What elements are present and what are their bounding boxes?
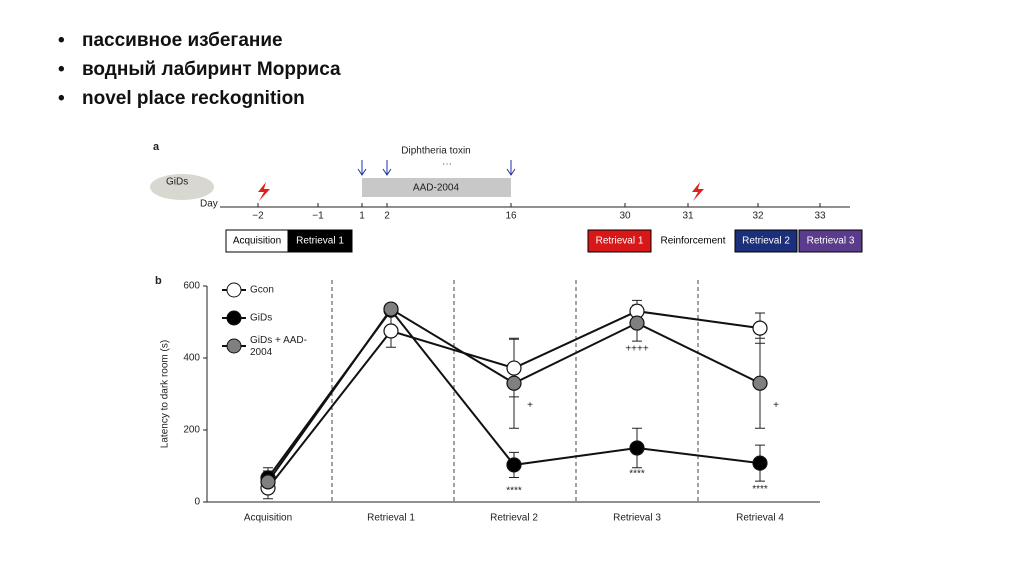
phase-box [587, 229, 652, 253]
legend-label: GiDs + AAD-2004 [250, 335, 307, 358]
marker [752, 320, 768, 336]
legend-marker [226, 338, 242, 354]
shock-icon [692, 182, 704, 201]
marker [506, 375, 522, 391]
legend-marker [226, 310, 242, 326]
x-tick-label: Retrieval 3 [613, 513, 661, 524]
drug-bar [362, 178, 511, 197]
bullet-list: пассивное избегание водный лабиринт Морр… [58, 30, 341, 117]
annotation: **** [506, 486, 522, 497]
day-label: −1 [312, 211, 324, 222]
toxin-label: Diphtheria toxin [401, 146, 470, 157]
y-tick-label: 0 [194, 497, 200, 508]
x-tick-label: Retrieval 1 [367, 513, 415, 524]
day-label: 1 [359, 211, 365, 222]
phase-label: Retrieval 3 [807, 236, 855, 247]
x-tick-label: Acquisition [244, 513, 292, 524]
annotation: ++++ [625, 344, 649, 355]
marker [383, 323, 399, 339]
marker [752, 375, 768, 391]
dots: ··· [442, 159, 452, 170]
phase-box [734, 229, 798, 253]
arrows [357, 160, 516, 176]
marker [260, 474, 276, 490]
phase-label: Reinforcement [660, 236, 725, 247]
day-label: 16 [505, 211, 517, 222]
phase-label: Retrieval 1 [596, 236, 644, 247]
mouse-icon [150, 174, 214, 200]
phase-box [798, 229, 863, 253]
bullet: novel place reckognition [58, 88, 341, 117]
panel-label: b [155, 275, 162, 287]
day-label: 33 [814, 211, 826, 222]
phase-label: Retrieval 1 [296, 236, 344, 247]
day-label: 32 [752, 211, 764, 222]
marker [506, 360, 522, 376]
phase-label: Retrieval 2 [742, 236, 790, 247]
annotation: **** [752, 484, 768, 495]
shock-icon [258, 182, 270, 201]
marker [506, 457, 522, 473]
bullet: пассивное избегание [58, 30, 341, 59]
annotation: + [773, 400, 779, 411]
day-label: 2 [384, 211, 390, 222]
day-label: 30 [619, 211, 631, 222]
legend-marker [226, 282, 242, 298]
y-tick-label: 200 [183, 425, 200, 436]
marker [629, 440, 645, 456]
day-label: −2 [252, 211, 264, 222]
annotation: **** [629, 469, 645, 480]
day-label: Day [200, 199, 218, 210]
marker [629, 315, 645, 331]
marker [752, 455, 768, 471]
y-axis-label: Latency to dark room (s) [160, 340, 171, 448]
phase-label: Acquisition [233, 236, 281, 247]
bullet: водный лабиринт Морриса [58, 59, 341, 88]
legend-label: Gcon [250, 285, 274, 296]
panel-label: a [153, 141, 160, 153]
y-tick-label: 600 [183, 281, 200, 292]
day-label: 31 [682, 211, 694, 222]
x-tick-label: Retrieval 4 [736, 513, 784, 524]
drug-label: AAD-2004 [413, 183, 460, 194]
phase-box [287, 229, 353, 253]
annotation: + [527, 400, 533, 411]
y-tick-label: 400 [183, 353, 200, 364]
animal-label: GiDs [166, 177, 188, 188]
legend-label: GiDs [250, 313, 272, 324]
x-tick-label: Retrieval 2 [490, 513, 538, 524]
marker [383, 301, 399, 317]
